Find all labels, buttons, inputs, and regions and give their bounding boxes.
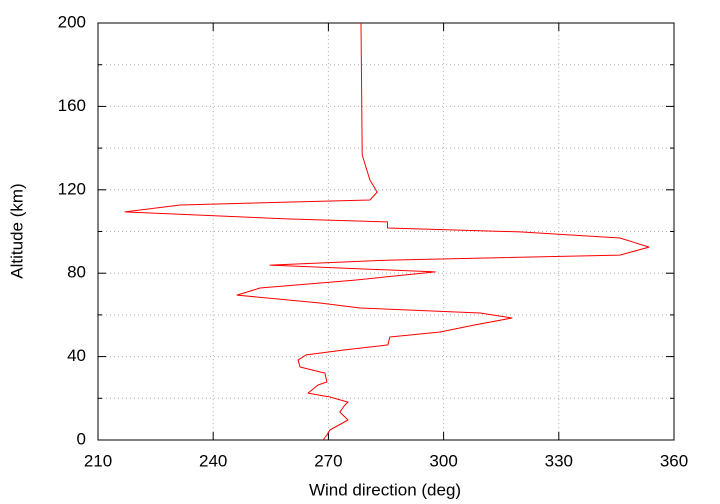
x-tick-label: 330 (545, 451, 573, 470)
y-tick-label: 80 (67, 263, 86, 282)
y-tick-label: 0 (77, 429, 86, 448)
x-tick-label: 210 (84, 451, 112, 470)
x-tick-label: 300 (429, 451, 457, 470)
x-tick-label: 270 (314, 451, 342, 470)
y-tick-label: 120 (58, 179, 86, 198)
y-tick-label: 40 (67, 346, 86, 365)
x-tick-label: 240 (199, 451, 227, 470)
y-tick-label: 160 (58, 96, 86, 115)
x-tick-label: 360 (660, 451, 688, 470)
x-axis-label: Wind direction (deg) (309, 480, 461, 499)
y-tick-label: 200 (58, 12, 86, 31)
plot-frame (97, 22, 675, 441)
y-axis-label: Altitude (km) (7, 183, 26, 278)
data-line (124, 22, 650, 441)
